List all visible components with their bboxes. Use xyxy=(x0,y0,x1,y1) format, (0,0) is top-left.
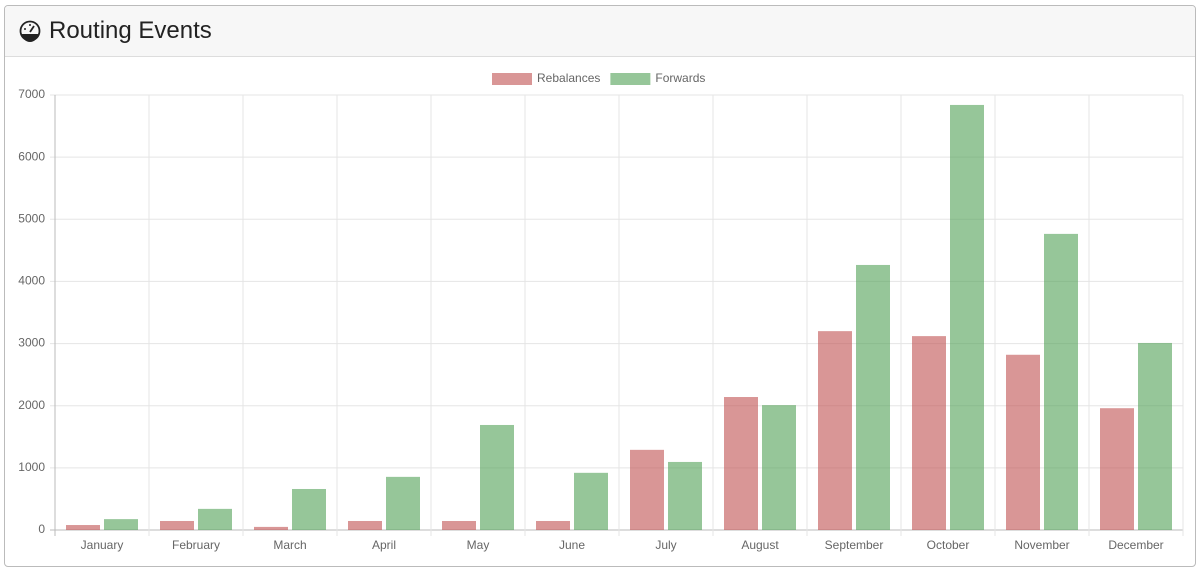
y-tick-label: 0 xyxy=(38,522,45,536)
x-tick-label: August xyxy=(741,538,779,552)
bar xyxy=(1044,233,1078,530)
x-tick-label: March xyxy=(273,538,306,552)
bar xyxy=(818,331,852,530)
bar xyxy=(292,488,326,530)
x-tick-label: February xyxy=(172,538,220,552)
dashboard-icon xyxy=(19,20,41,42)
bar xyxy=(1100,408,1134,530)
bar xyxy=(1006,354,1040,530)
x-tick-label: October xyxy=(927,538,970,552)
x-tick-label: November xyxy=(1014,538,1069,552)
bar xyxy=(348,520,382,530)
bar xyxy=(66,525,100,530)
legend-label: Forwards xyxy=(655,71,705,85)
y-tick-label: 6000 xyxy=(18,149,45,163)
bar xyxy=(574,472,608,530)
card-title: Routing Events xyxy=(49,17,212,44)
bar xyxy=(724,397,758,530)
x-tick-label: January xyxy=(81,538,124,552)
y-tick-label: 2000 xyxy=(18,398,45,412)
bar xyxy=(442,520,476,530)
x-tick-label: April xyxy=(372,538,396,552)
legend-label: Rebalances xyxy=(537,71,600,85)
x-tick-label: December xyxy=(1108,538,1163,552)
bar xyxy=(762,405,796,530)
y-tick-label: 5000 xyxy=(18,211,45,225)
card-header: Routing Events xyxy=(5,6,1195,57)
bar xyxy=(386,476,420,530)
y-tick-label: 7000 xyxy=(18,87,45,101)
bar xyxy=(950,104,984,530)
x-tick-label: June xyxy=(559,538,585,552)
bar xyxy=(480,424,514,530)
legend-swatch xyxy=(492,73,532,85)
bar xyxy=(912,336,946,530)
bar xyxy=(104,519,138,530)
y-tick-label: 4000 xyxy=(18,274,45,288)
legend-swatch xyxy=(610,73,651,85)
bar xyxy=(198,508,232,530)
bar xyxy=(1138,342,1172,530)
y-tick-label: 1000 xyxy=(18,460,45,474)
bar xyxy=(254,526,288,530)
bar xyxy=(630,449,664,530)
bar xyxy=(668,461,702,530)
x-tick-label: July xyxy=(655,538,676,552)
x-tick-label: May xyxy=(467,538,490,552)
card: Routing Events xyxy=(4,5,1196,567)
bar xyxy=(856,264,890,530)
bar xyxy=(536,520,570,530)
y-tick-label: 3000 xyxy=(18,336,45,350)
x-tick-label: September xyxy=(825,538,884,552)
bar xyxy=(160,520,194,530)
